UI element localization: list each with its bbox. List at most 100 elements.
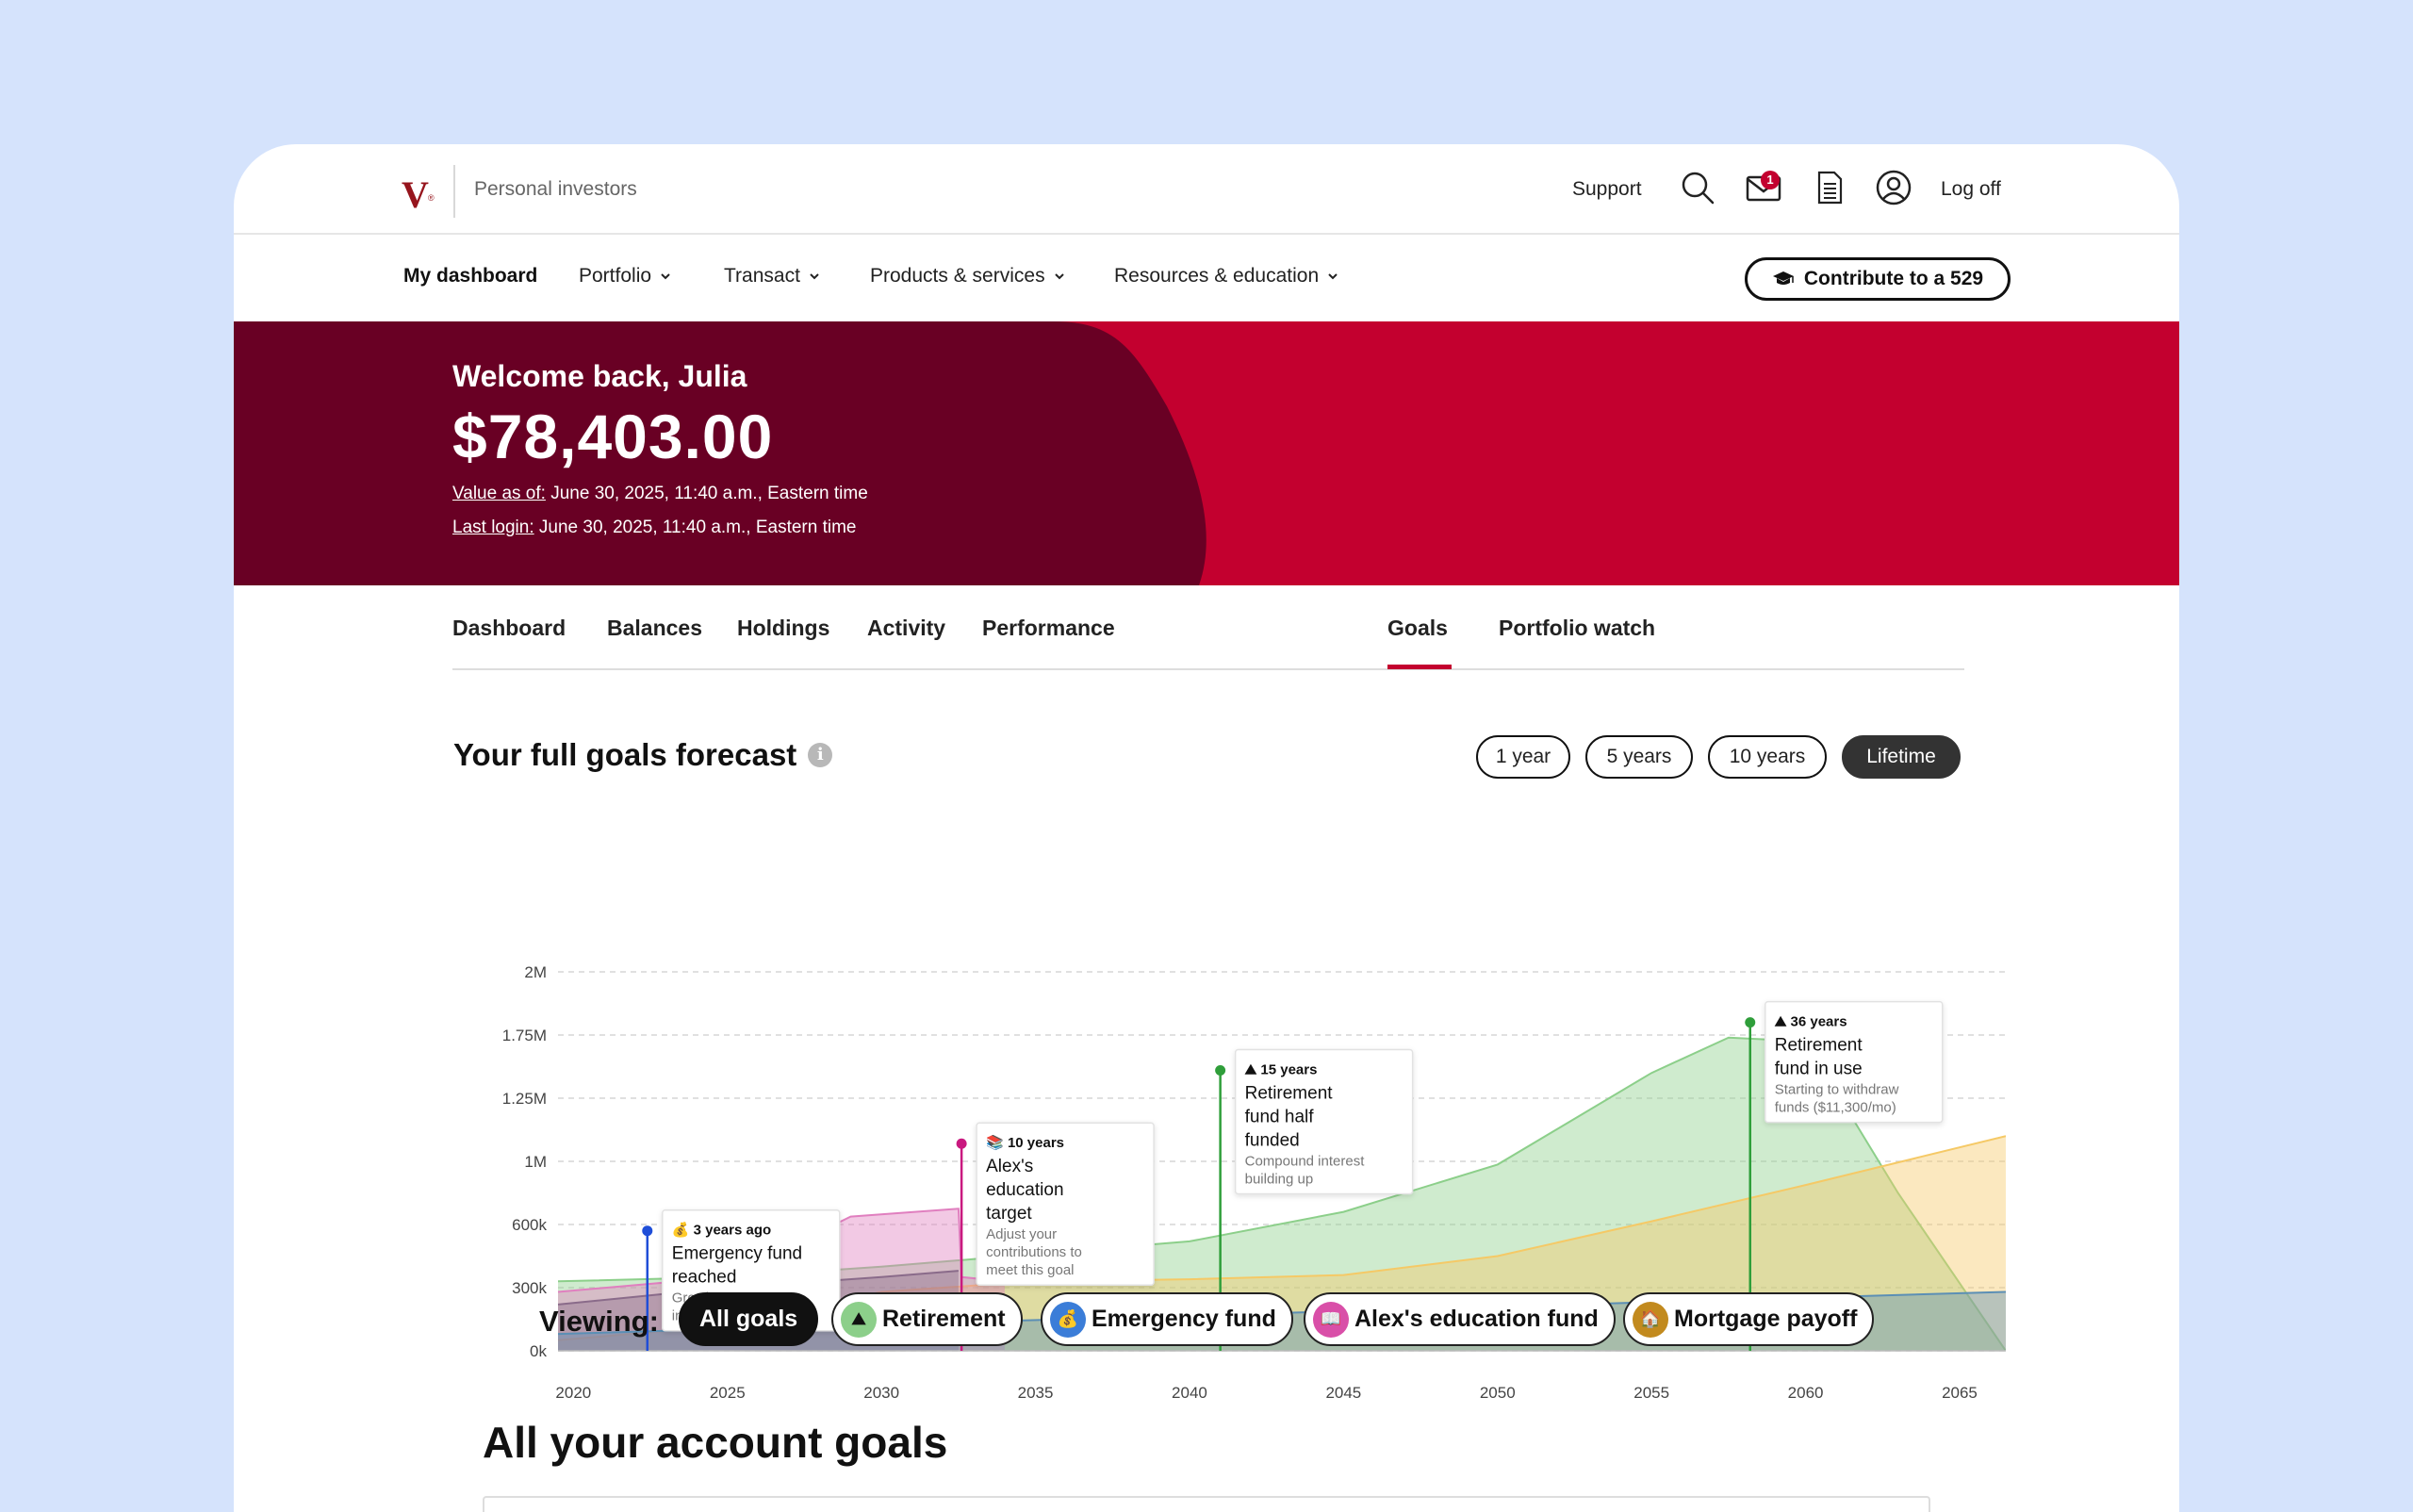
milestone-title: funded — [1245, 1131, 1300, 1151]
filter-label: Mortgage payoff — [1674, 1306, 1858, 1332]
tab-holdings[interactable]: Holdings — [737, 616, 830, 640]
milestone-tag: ⛰ 36 years — [1774, 1014, 1847, 1030]
banner-shape — [234, 321, 1206, 585]
x-tick-label: 2060 — [1788, 1384, 1824, 1402]
x-tick-label: 2050 — [1480, 1384, 1516, 1402]
x-tick-label: 2030 — [863, 1384, 899, 1402]
forecast-title: Your full goals forecast i — [453, 737, 833, 773]
chevron-down-icon — [810, 273, 819, 280]
milestone-note: Adjust your — [986, 1226, 1057, 1242]
nav-products-services[interactable]: Products & services — [870, 265, 1066, 288]
range-lifetime[interactable]: Lifetime — [1842, 735, 1961, 779]
value-as-of-date: June 30, 2025, 11:40 a.m., Eastern time — [550, 484, 868, 503]
filter-label: All goals — [699, 1306, 798, 1332]
logo-divider — [453, 165, 455, 218]
y-tick-label: 1M — [524, 1153, 547, 1171]
nav-my-dashboard[interactable]: My dashboard — [403, 265, 537, 288]
total-balance: $78,403.00 — [452, 402, 774, 471]
filter-education-fund[interactable]: 📖 Alex's education fund — [1304, 1292, 1616, 1346]
goals-list-container — [483, 1496, 1930, 1512]
milestone-title: reached — [672, 1268, 737, 1288]
filter-all-goals[interactable]: All goals — [679, 1292, 819, 1346]
document-icon[interactable] — [1811, 169, 1848, 206]
milestone-title: education — [986, 1180, 1063, 1200]
user-icon[interactable] — [1875, 169, 1912, 206]
y-tick-label: 300k — [512, 1279, 547, 1297]
milestone-note: Compound interest — [1245, 1154, 1366, 1170]
support-link[interactable]: Support — [1572, 178, 1642, 200]
x-tick-label: 2045 — [1325, 1384, 1361, 1402]
tab-dashboard[interactable]: Dashboard — [452, 616, 566, 640]
milestone-card — [1234, 1048, 1414, 1195]
main-nav: My dashboard Portfolio Transact Products… — [234, 235, 2179, 321]
tab-portfolio-watch[interactable]: Portfolio watch — [1499, 616, 1656, 640]
y-tick-label: 1.75M — [502, 1027, 547, 1044]
search-icon[interactable] — [1679, 169, 1716, 206]
filter-emergency-fund[interactable]: 💰 Emergency fund — [1041, 1292, 1293, 1346]
milestone-tag: 💰 3 years ago — [672, 1222, 771, 1239]
nav-label: Resources & education — [1114, 265, 1320, 287]
milestone-note: funds ($11,300/mo) — [1775, 1100, 1896, 1116]
milestone-title: target — [986, 1204, 1032, 1224]
range-10-years[interactable]: 10 years — [1708, 735, 1827, 779]
range-1-year[interactable]: 1 year — [1476, 735, 1570, 779]
x-tick-label: 2065 — [1942, 1384, 1978, 1402]
welcome-banner: Welcome back, Julia $78,403.00 Value as … — [234, 321, 2179, 585]
contribute-529-button[interactable]: Contribute to a 529 — [1745, 257, 2011, 301]
nav-portfolio[interactable]: Portfolio — [579, 265, 672, 288]
active-tab-indicator — [1387, 665, 1452, 669]
milestone-dot — [1745, 1017, 1756, 1028]
top-bar: V ® Personal investors Support 1 Log off — [234, 144, 2179, 235]
tab-goals[interactable]: Goals — [1387, 616, 1448, 640]
milestone-title: Retirement — [1775, 1036, 1863, 1056]
goals-section-title: All your account goals — [483, 1418, 948, 1467]
milestone-title: Alex's — [986, 1157, 1033, 1176]
value-as-of: Value as of: June 30, 2025, 11:40 a.m., … — [452, 484, 868, 504]
milestone-note: meet this goal — [986, 1262, 1074, 1278]
filter-mortgage-payoff[interactable]: 🏠 Mortgage payoff — [1623, 1292, 1875, 1346]
account-tabs: Dashboard Balances Holdings Activity Per… — [452, 585, 1964, 670]
info-icon[interactable]: i — [808, 743, 833, 767]
x-tick-label: 2020 — [555, 1384, 591, 1402]
milestone-card — [1764, 1000, 1944, 1124]
nav-label: Portfolio — [579, 265, 652, 287]
milestone-title: fund half — [1245, 1108, 1315, 1127]
milestone-dot — [956, 1138, 967, 1149]
tab-balances[interactable]: Balances — [607, 616, 703, 640]
registered-mark: ® — [428, 193, 435, 203]
graduation-cap-icon — [1772, 271, 1794, 285]
filter-label: Retirement — [882, 1306, 1006, 1332]
x-tick-label: 2055 — [1633, 1384, 1669, 1402]
nav-resources-education[interactable]: Resources & education — [1114, 265, 1339, 288]
range-5-years[interactable]: 5 years — [1585, 735, 1693, 779]
filter-label: Alex's education fund — [1354, 1306, 1599, 1332]
contribute-529-label: Contribute to a 529 — [1803, 268, 1984, 289]
milestone-title: Emergency fund — [672, 1244, 802, 1264]
milestone-note: building up — [1245, 1172, 1314, 1188]
brand-logo[interactable]: V — [402, 173, 429, 216]
tab-activity[interactable]: Activity — [867, 616, 946, 640]
value-as-of-label[interactable]: Value as of: — [452, 484, 546, 503]
filter-retirement[interactable]: ⛰ Retirement — [831, 1292, 1023, 1346]
chevron-down-icon — [1328, 273, 1338, 280]
viewing-label: Viewing: — [539, 1305, 659, 1338]
last-login: Last login: June 30, 2025, 11:40 a.m., E… — [452, 518, 856, 538]
brand-tagline: Personal investors — [474, 178, 637, 200]
x-tick-label: 2035 — [1018, 1384, 1054, 1402]
x-tick-label: 2025 — [710, 1384, 746, 1402]
nav-transact[interactable]: Transact — [724, 265, 821, 288]
app-window: V ® Personal investors Support 1 Log off — [234, 144, 2179, 1512]
mail-badge: 1 — [1761, 171, 1780, 189]
forecast-title-text: Your full goals forecast — [453, 737, 797, 772]
y-tick-label: 0k — [530, 1342, 547, 1360]
logoff-link[interactable]: Log off — [1941, 178, 2001, 200]
last-login-label[interactable]: Last login: — [452, 518, 534, 537]
milestone-dot — [1215, 1065, 1226, 1076]
chevron-down-icon — [1054, 273, 1064, 280]
milestone-tag: 📚 10 years — [986, 1134, 1064, 1151]
nav-label: Transact — [724, 265, 800, 287]
welcome-message: Welcome back, Julia — [452, 359, 747, 393]
filter-label: Emergency fund — [1092, 1306, 1276, 1332]
tab-performance[interactable]: Performance — [982, 616, 1115, 640]
milestone-note: contributions to — [986, 1244, 1082, 1260]
